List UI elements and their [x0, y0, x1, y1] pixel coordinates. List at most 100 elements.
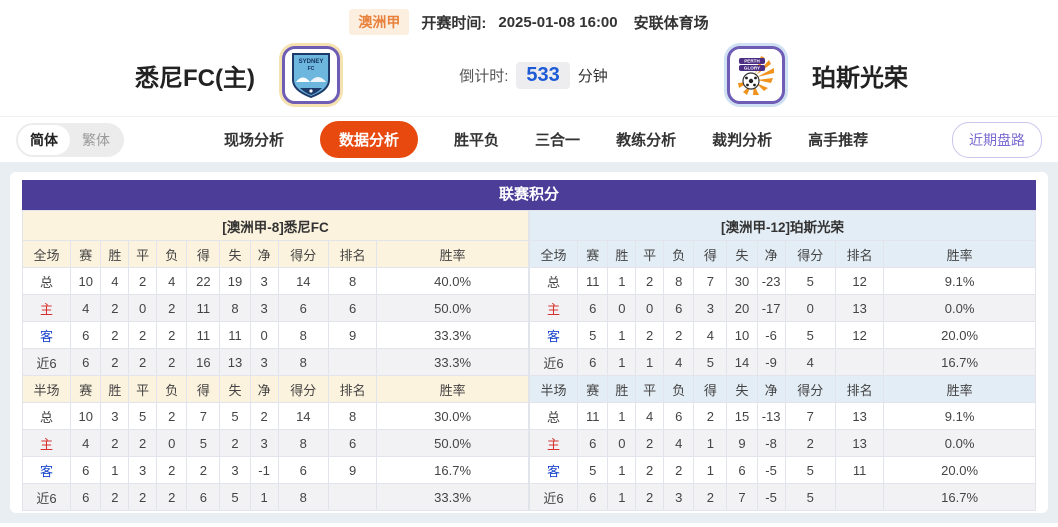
table-cell: 12 [835, 267, 885, 295]
match-info-bar: 澳洲甲 开赛时间: 2025-01-08 16:00 安联体育场 [0, 0, 1058, 35]
venue-name: 安联体育场 [633, 14, 709, 32]
lang-traditional-button[interactable]: 繁体 [82, 131, 110, 148]
table-cell: 14 [277, 267, 330, 295]
column-header: 赛 [577, 240, 609, 268]
table-cell: 3 [249, 429, 279, 457]
recent-odds-button[interactable]: 近期盘路 [952, 121, 1042, 158]
table-cell: 8 [663, 267, 695, 295]
svg-text:SYDNEY: SYDNEY [299, 59, 324, 65]
table-cell: 1 [607, 456, 637, 484]
table-cell: 11 [835, 456, 885, 484]
table-cell: 11 [577, 267, 609, 295]
away-full-columns-row: 全场赛胜平负得失净得分 排名 胜率 [528, 240, 1036, 268]
table-cell: 5 [784, 456, 837, 484]
tab-live-analysis[interactable]: 现场分析 [224, 132, 285, 149]
table-cell: 4 [663, 429, 695, 457]
table-cell: 2 [128, 321, 158, 349]
table-cell: 3 [663, 483, 695, 511]
column-header: 胜率 [376, 240, 529, 268]
column-header: 平 [128, 240, 158, 268]
table-cell: 0.0% [883, 294, 1036, 322]
table-cell: 2 [156, 321, 188, 349]
table-cell: 3 [249, 348, 279, 376]
table-cell: 4 [70, 429, 102, 457]
column-header: 排名 [835, 375, 885, 403]
table-cell: 50.0% [376, 294, 529, 322]
table-cell: 6 [70, 483, 102, 511]
away-team-stats-table: [澳洲甲-12]珀斯光荣 全场赛胜平负得失净得分 排名 胜率 总 11 1 2 8 7 30 -2… [528, 210, 1036, 511]
away-team-crest: PERTH GLORY [724, 43, 788, 107]
table-row: 近6 6 2 2 2 16 13 3 8 33.3% [21, 348, 529, 376]
table-cell: 5 [577, 456, 609, 484]
column-header: 胜 [100, 240, 130, 268]
column-header: 失 [726, 375, 758, 403]
column-header: 净 [756, 240, 786, 268]
table-cell: 1 [607, 267, 637, 295]
home-full-rows: 总 10 4 2 4 22 19 3 14 8 40.0% 主 4 2 0 2 11 8 3 6 6 50.0% 客 6 2 2 2… [21, 267, 529, 376]
tab-expert-picks[interactable]: 高手推荐 [808, 132, 869, 149]
row-label-away: 客 [21, 321, 72, 349]
away-team-name: 珀斯光荣 [812, 64, 908, 92]
column-header: 胜率 [883, 375, 1036, 403]
table-cell: 2 [635, 456, 665, 484]
table-cell: 8 [277, 429, 330, 457]
perth-glory-crest-icon: PERTH GLORY [727, 46, 785, 104]
table-cell: 0 [607, 429, 637, 457]
column-header: 半场 [21, 375, 72, 403]
row-label-total: 总 [528, 267, 579, 295]
table-cell: 2 [693, 402, 728, 430]
table-cell: 2 [635, 429, 665, 457]
row-label-away: 客 [21, 456, 72, 484]
table-cell: 6 [70, 321, 102, 349]
table-cell: 20 [726, 294, 758, 322]
table-cell: 2 [784, 429, 837, 457]
tab-data-analysis[interactable]: 数据分析 [320, 121, 419, 158]
column-header: 得分 [784, 375, 837, 403]
countdown: 倒计时: 533 分钟 [343, 61, 724, 89]
table-cell: 3 [128, 456, 158, 484]
table-cell: 3 [249, 294, 279, 322]
table-cell: 5 [219, 402, 251, 430]
column-header: 排名 [328, 240, 378, 268]
column-header: 得 [693, 240, 728, 268]
table-cell: 4 [635, 402, 665, 430]
table-cell: -5 [756, 456, 786, 484]
home-team-crest: SYDNEY FC [278, 43, 343, 107]
table-row: 客 5 1 2 2 4 10 -6 5 12 20.0% [528, 321, 1036, 349]
table-cell: 6 [328, 294, 378, 322]
row-label-home: 主 [21, 429, 72, 457]
table-cell: 5 [186, 429, 221, 457]
table-cell: 20.0% [883, 321, 1036, 349]
home-full-columns-row: 全场赛胜平负得失净得分 排名 胜率 [21, 240, 529, 268]
home-half-rows: 总 10 3 5 2 7 5 2 14 8 30.0% 主 4 2 2 0 5 2 3 8 6 50.0% 客 6 1 3 2 2 3-… [21, 402, 529, 511]
table-cell: 5 [693, 348, 728, 376]
match-header: 悉尼FC(主) SYDNEY FC 倒计时: 533 分钟 [0, 34, 1058, 116]
table-cell: 3 [249, 267, 279, 295]
table-cell: 2 [663, 456, 695, 484]
row-label-total: 总 [21, 267, 72, 295]
tab-win-draw-loss[interactable]: 胜平负 [454, 132, 500, 149]
table-cell: 30.0% [376, 402, 529, 430]
table-cell: 16 [186, 348, 221, 376]
table-cell: 5 [784, 267, 837, 295]
column-header: 半场 [528, 375, 579, 403]
tab-three-in-one[interactable]: 三合一 [535, 132, 581, 149]
table-cell: 2 [635, 321, 665, 349]
table-cell: 8 [277, 321, 330, 349]
table-row: 客 5 1 2 2 1 6 -5 5 11 20.0% [528, 456, 1036, 484]
svg-text:GLORY: GLORY [744, 66, 760, 71]
table-cell: 0 [128, 294, 158, 322]
table-cell: 2 [156, 456, 188, 484]
table-row: 主 4 2 2 0 5 2 3 8 6 50.0% [21, 429, 529, 457]
tab-referee-analysis[interactable]: 裁判分析 [712, 132, 773, 149]
column-header: 净 [249, 375, 279, 403]
table-cell: 11 [219, 321, 251, 349]
table-cell: -8 [756, 429, 786, 457]
lang-simplified-button[interactable]: 简体 [18, 124, 70, 155]
tab-list: 现场分析 数据分析 胜平负 三合一 教练分析 裁判分析 高手推荐 [224, 121, 868, 158]
column-header: 平 [635, 375, 665, 403]
table-cell: 6 [186, 483, 221, 511]
table-cell: 16.7% [376, 456, 529, 484]
table-cell: 6 [277, 456, 330, 484]
tab-coach-analysis[interactable]: 教练分析 [616, 132, 677, 149]
